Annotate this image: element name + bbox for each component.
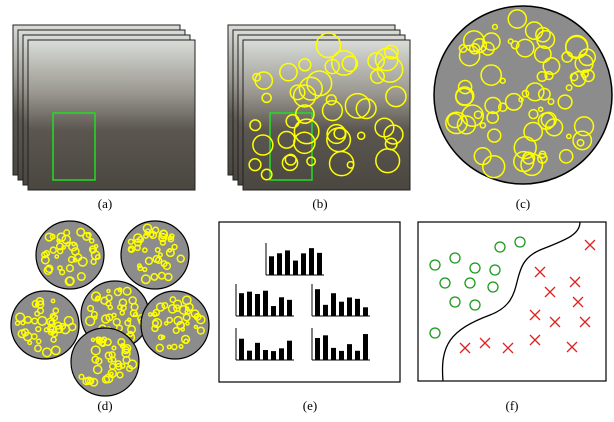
hist-bar (317, 253, 322, 275)
hist-bar (247, 292, 252, 316)
hist-bar (355, 299, 360, 316)
hist-bar (363, 334, 368, 360)
panel-label: (d) (97, 398, 112, 413)
hist-bar (309, 248, 314, 275)
panel-label: (b) (312, 196, 327, 211)
word-cluster (36, 221, 104, 289)
hist-bar (255, 294, 260, 316)
hist-bar (255, 343, 260, 360)
hist-bar (293, 261, 298, 275)
hist-bar (239, 293, 244, 316)
hist-bar (271, 306, 276, 316)
panel-label: (a) (98, 196, 112, 211)
hist-bar (279, 297, 284, 316)
hist-bar (285, 250, 290, 275)
hist-bar (239, 339, 244, 360)
hist-bar (323, 335, 328, 360)
hist-bar (331, 348, 336, 360)
hist-bar (271, 351, 276, 360)
hist-bar (279, 348, 284, 360)
hist-bar (277, 253, 282, 275)
hist-bar (363, 307, 368, 316)
hist-bar (339, 302, 344, 316)
figure: (a) (b) (c) (d) (e) (f) (0, 0, 614, 422)
panel-label: (e) (303, 398, 317, 413)
histogram-panel (219, 222, 400, 382)
hist-bar (315, 289, 320, 316)
hist-bar (331, 293, 336, 316)
hist-bar (323, 305, 328, 316)
panel-label: (f) (506, 398, 519, 413)
hist-bar (339, 351, 344, 360)
hist-bar (347, 344, 352, 360)
hist-bar (315, 338, 320, 360)
hist-bar (355, 351, 360, 360)
frame-stacks (13, 25, 410, 190)
hist-bar (287, 300, 292, 316)
hist-bar (269, 256, 274, 275)
hist-bar (263, 291, 268, 316)
hist-bar (247, 351, 252, 360)
hist-bar (347, 297, 352, 316)
hist-bar (287, 341, 292, 360)
hist-bar (301, 253, 306, 275)
hist-bar (263, 350, 268, 360)
panel-label: (c) (516, 196, 530, 211)
